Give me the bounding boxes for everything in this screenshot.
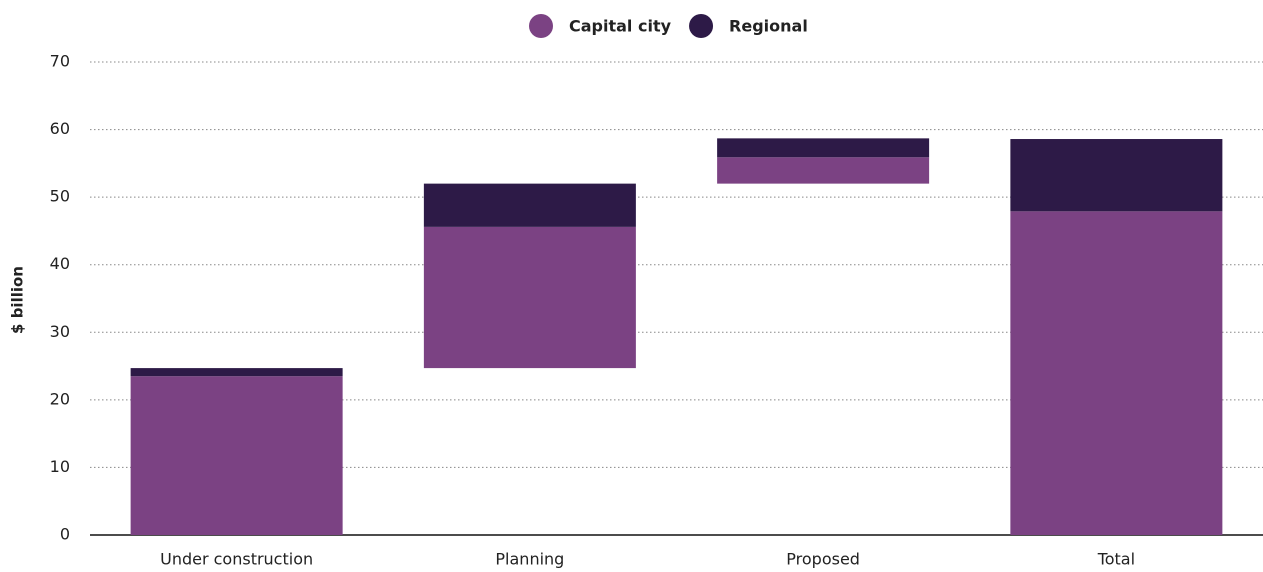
y-tick-label: 50	[50, 187, 70, 206]
bar-segment	[1010, 211, 1223, 535]
x-tick-label: Planning	[495, 550, 564, 569]
y-tick-label: 70	[50, 52, 70, 71]
y-tick-label: 20	[50, 389, 70, 408]
y-tick-label: 40	[50, 254, 70, 273]
y-tick-label: 0	[60, 525, 70, 544]
y-tick-label: 60	[50, 119, 70, 138]
bar-segment	[130, 376, 343, 535]
y-tick-label: 30	[50, 322, 70, 341]
bar-segment	[130, 368, 343, 377]
bar-segment	[717, 157, 930, 184]
bar-segment	[717, 138, 930, 158]
y-tick-label: 10	[50, 457, 70, 476]
bar-segment	[1010, 139, 1223, 212]
x-tick-label: Under construction	[160, 550, 313, 569]
bar-segment	[423, 226, 636, 369]
legend-swatch	[529, 14, 553, 38]
y-axis-title: $ billion	[9, 266, 27, 334]
x-tick-label: Total	[1097, 550, 1135, 569]
legend-label: Regional	[729, 17, 808, 36]
x-tick-label: Proposed	[786, 550, 860, 569]
legend-swatch	[689, 14, 714, 38]
bar-segment	[423, 183, 636, 227]
legend-label: Capital city	[569, 17, 672, 36]
